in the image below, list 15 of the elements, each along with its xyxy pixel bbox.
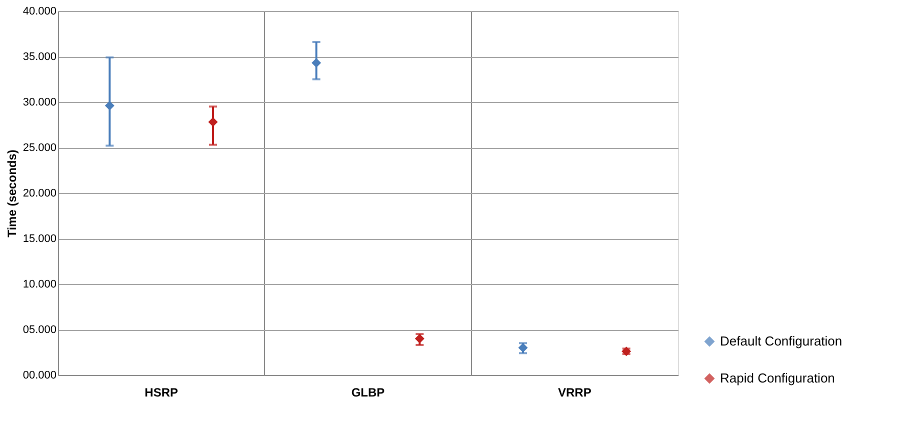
x-tick-label: GLBP: [351, 386, 385, 400]
x-tick-label: VRRP: [558, 386, 592, 400]
y-tick-label: 05.000: [22, 324, 56, 336]
legend-label: Rapid Configuration: [720, 370, 835, 386]
y-tick-label: 30.000: [22, 96, 56, 108]
legend-label: Default Configuration: [720, 334, 842, 348]
y-tick-label: 15.000: [22, 233, 56, 245]
y-tick-label: 25.000: [22, 142, 56, 154]
y-tick-label: 00.000: [22, 370, 56, 382]
y-axis-title: Time (seconds): [4, 150, 19, 238]
y-tick-label: 20.000: [22, 188, 56, 200]
y-tick-label: 40.000: [22, 6, 56, 18]
y-tick-label: 35.000: [22, 51, 56, 63]
x-tick-label: HSRP: [144, 386, 178, 400]
y-tick-label: 10.000: [22, 278, 56, 290]
